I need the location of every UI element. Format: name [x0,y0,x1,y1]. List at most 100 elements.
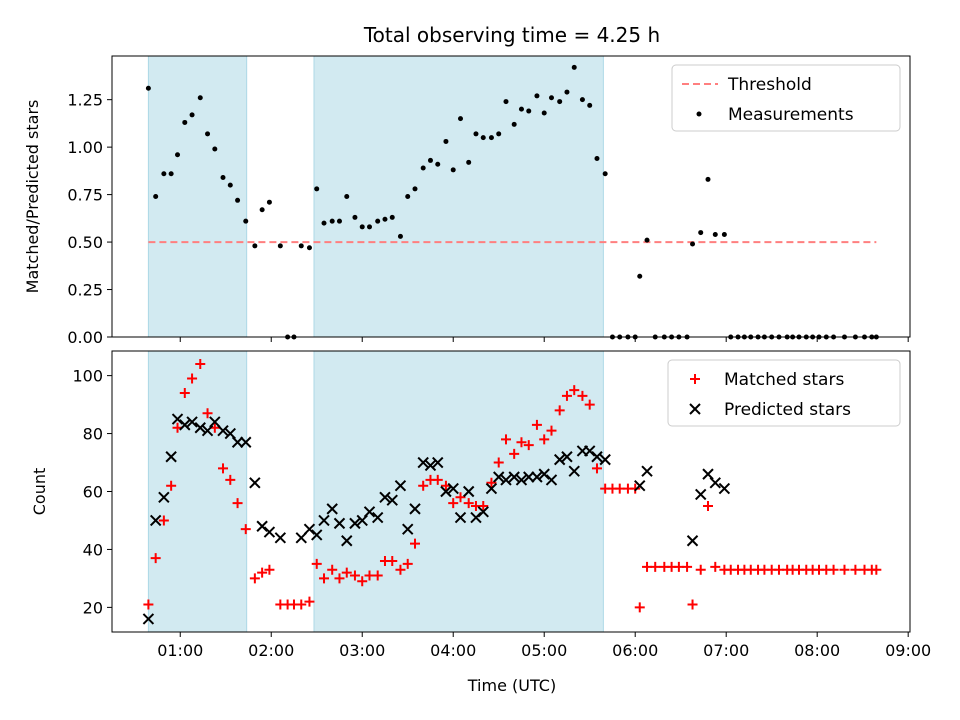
predicted-stars-point [447,482,459,495]
measurement-point [259,207,265,213]
predicted-stars-point [311,529,323,541]
predicted-stars-point [508,471,520,483]
measurement-point [457,116,463,122]
matched-stars-point [687,599,698,610]
y-axis-label: Matched/Predicted stars [23,100,42,294]
y-tick-label: 0.25 [67,281,103,300]
observing-interval-shade [313,55,604,338]
predicted-stars-point [165,451,177,463]
measurement-point [721,231,727,237]
matched-stars-point [591,463,602,474]
measurement-point [329,218,335,224]
x-tick-label: 02:00 [248,641,294,660]
measurement-point [352,214,358,220]
measurement-point [548,95,554,101]
matched-stars-point [577,390,588,401]
y-tick-label: 0.00 [67,328,103,347]
measurement-point [205,131,211,137]
matched-stars-point [402,558,413,569]
measurement-point [227,182,233,188]
matched-stars-point [463,498,474,509]
matched-stars-point [202,408,213,419]
measurement-point [235,197,241,203]
predicted-stars-point [440,485,452,498]
matched-stars-point [839,564,850,575]
measurement-point [480,135,486,141]
measurement-point [397,233,403,239]
measurement-point [306,245,312,251]
predicted-stars-point [409,503,421,515]
axes-frame [111,55,911,338]
measurement-point [197,95,203,101]
measurement-point [450,167,456,173]
legend-label: Measurements [728,105,854,125]
predicted-stars-point [349,517,361,530]
predicted-stars-point [485,482,498,495]
measurement-point [182,119,188,125]
matched-stars-point [304,596,315,607]
measurement-point [644,237,650,243]
y-tick-label: 80 [83,425,103,444]
predicted-stars-point [341,535,353,547]
predicted-stars-point [295,532,307,544]
matched-stars-point [341,567,352,578]
measurement-point [321,220,327,226]
predicted-stars-point [209,416,221,428]
predicted-stars-point [515,474,528,486]
measurement-point [594,156,600,162]
measurement-point [534,93,540,99]
measurement-point [382,216,388,222]
measurement-point [564,89,570,95]
y-tick-label: 1.25 [67,91,103,110]
matched-stars-point [240,524,251,535]
predicted-stars-point [149,514,162,527]
predicted-stars-point [477,506,489,518]
measurement-point [690,241,696,247]
matched-stars-point [357,576,368,587]
predicted-stars-point [470,511,482,524]
predicted-stars-point [240,436,252,448]
y-tick-label: 0.50 [67,233,103,252]
matched-stars-point [509,448,520,459]
matched-stars-point [584,399,595,410]
predicted-stars-point [545,474,558,486]
matched-stars-point [554,405,565,416]
matched-stars-point [634,602,645,613]
predicted-stars-point [531,471,543,483]
matched-stars-point [478,500,489,511]
predicted-stars-point [686,535,699,547]
measurement-point [503,99,509,105]
x-tick-label: 09:00 [885,641,931,660]
x-tick-label: 01:00 [157,641,203,660]
matched-stars-point [531,419,542,430]
predicted-stars-point [231,436,244,448]
matched-stars-point [486,477,497,488]
measurement-point [587,102,593,108]
predicted-stars-point [326,503,338,515]
measurement-point [526,108,532,114]
predicted-stars-point [523,471,535,483]
x-tick-label: 04:00 [430,641,476,660]
predicted-stars-point [217,424,229,437]
legend-matched-swatch [690,374,700,384]
predicted-stars-point [709,477,721,489]
x-tick-label: 07:00 [703,641,749,660]
measurement-point [168,171,174,177]
matched-stars-point [225,474,236,485]
predicted-stars-point [194,422,206,434]
legend-box [667,359,901,427]
predicted-stars-point [179,419,191,431]
predicted-stars-point [695,488,707,501]
x-tick-label: 05:00 [521,641,567,660]
x-tick-label: 08:00 [794,641,840,660]
predicted-stars-point [274,532,287,544]
matched-stars-point [418,480,429,491]
matched-stars-point [695,564,706,575]
y-axis-label: Count [30,468,49,516]
legend-box [671,64,901,132]
predicted-stars-point [186,416,198,428]
predicted-stars-point [402,523,414,535]
matched-stars-point [257,567,268,578]
matched-stars-point [264,564,275,575]
